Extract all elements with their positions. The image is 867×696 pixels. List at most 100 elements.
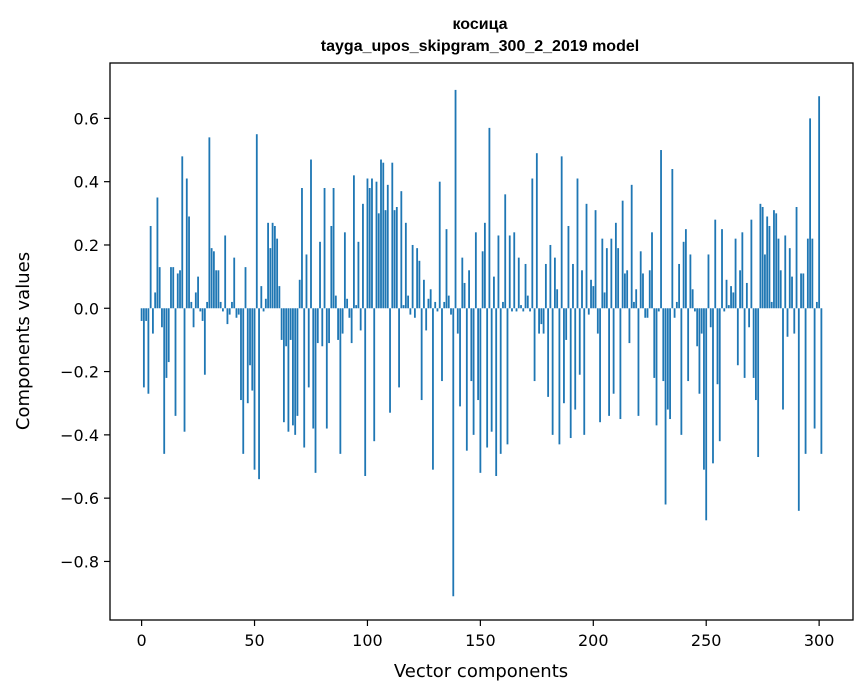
bar-112: [393, 210, 396, 309]
bar-195: [581, 270, 583, 309]
bar-231: [662, 308, 665, 382]
bar-128: [429, 289, 432, 309]
bars-group: [140, 89, 823, 597]
bar-107: [382, 162, 385, 309]
bar-94: [353, 175, 355, 309]
bar-239: [680, 308, 683, 435]
bar-159: [499, 308, 502, 454]
bar-206: [605, 248, 608, 309]
bar-248: [700, 308, 703, 334]
bar-160: [502, 301, 504, 309]
bar-102: [371, 178, 373, 309]
bar-57: [269, 248, 272, 309]
bar-244: [691, 289, 694, 309]
bar-246: [696, 308, 699, 347]
bar-185: [558, 308, 561, 445]
bar-225: [648, 270, 651, 309]
bar-241: [684, 229, 687, 309]
bar-68: [294, 308, 297, 435]
bar-30: [208, 137, 211, 309]
bar-129: [432, 308, 434, 470]
chart-subtitle: tayga_upos_skipgram_300_2_2019 model: [321, 38, 639, 55]
bar-161: [504, 194, 507, 309]
bar-104: [375, 181, 378, 309]
x-tick-label: 0: [137, 631, 147, 650]
bar-251: [707, 254, 710, 309]
bar-39: [228, 308, 231, 315]
bar-282: [777, 238, 780, 309]
bar-138: [452, 308, 455, 597]
bar-200: [592, 286, 595, 309]
bar-226: [651, 232, 653, 309]
bar-123: [418, 260, 421, 309]
bar-232: [664, 308, 667, 505]
bar-256: [718, 308, 721, 442]
bar-63: [282, 308, 285, 423]
bar-8: [158, 267, 161, 309]
bar-19: [183, 308, 186, 432]
bar-275: [761, 207, 764, 309]
bar-165: [513, 232, 516, 309]
bar-48: [249, 308, 251, 366]
bar-115: [400, 191, 403, 309]
bar-42: [235, 308, 238, 318]
bar-193: [576, 178, 579, 309]
bar-280: [773, 210, 775, 309]
bar-216: [628, 308, 631, 344]
bar-38: [226, 308, 229, 325]
bar-238: [678, 263, 681, 309]
bar-66: [289, 308, 292, 340]
x-tick-label: 250: [691, 631, 722, 650]
bar-70: [298, 279, 301, 309]
bar-261: [730, 286, 732, 309]
bar-218: [633, 301, 635, 309]
bar-96: [357, 241, 360, 309]
bar-180: [547, 308, 550, 397]
bar-36: [222, 308, 224, 312]
bar-118: [407, 295, 410, 309]
bar-109: [386, 184, 389, 309]
y-tick-label: −0.8: [60, 552, 99, 571]
bar-144: [465, 308, 468, 451]
bar-298: [813, 308, 816, 429]
bar-183: [553, 257, 556, 309]
bar-237: [675, 301, 678, 309]
bar-53: [260, 286, 263, 309]
bar-15: [174, 308, 177, 416]
bar-134: [443, 301, 446, 309]
bar-56: [267, 222, 269, 309]
bar-295: [806, 238, 809, 309]
bar-219: [635, 289, 638, 309]
bar-210: [614, 222, 617, 309]
x-tick-label: 150: [465, 631, 496, 650]
bar-32: [212, 251, 215, 309]
bar-49: [251, 308, 254, 391]
bar-297: [811, 238, 814, 309]
bar-190: [569, 308, 572, 439]
bar-175: [535, 153, 538, 309]
bar-198: [587, 308, 590, 315]
y-tick-label: 0.6: [74, 109, 99, 128]
bar-271: [752, 308, 755, 378]
bar-285: [784, 235, 787, 309]
bar-78: [316, 308, 319, 344]
bar-120: [411, 244, 414, 309]
bar-259: [725, 279, 728, 309]
bar-25: [197, 276, 199, 309]
bar-9: [161, 308, 163, 328]
bar-27: [201, 308, 204, 321]
bar-121: [413, 308, 416, 318]
bar-81: [323, 188, 326, 309]
bar-268: [745, 282, 748, 309]
bar-171: [526, 295, 529, 309]
bar-153: [486, 308, 489, 448]
y-axis-label: Components values: [13, 252, 34, 430]
bar-111: [391, 162, 394, 309]
bar-252: [709, 308, 712, 328]
bar-18: [181, 156, 184, 309]
bar-137: [450, 308, 452, 315]
bar-263: [734, 238, 737, 309]
bar-58: [271, 222, 274, 309]
bar-291: [797, 308, 800, 511]
bar-142: [461, 257, 464, 309]
